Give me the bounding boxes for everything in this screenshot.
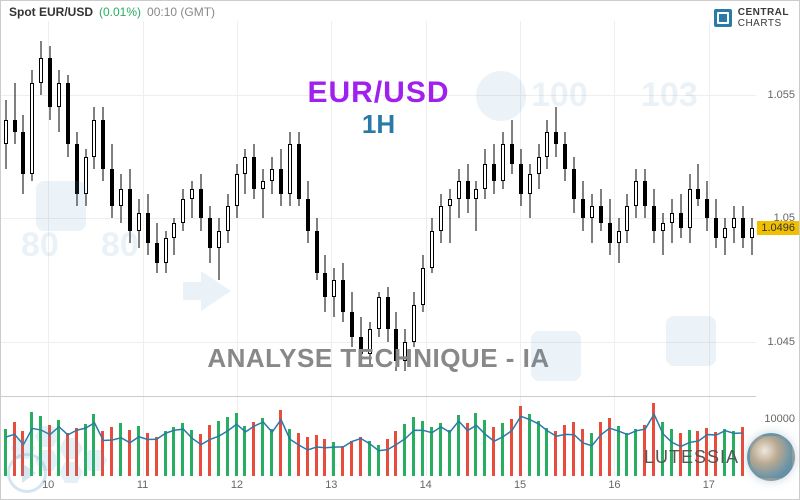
x-tick-label: 11 (137, 479, 148, 491)
x-axis: 1011121314151617 (1, 479, 756, 495)
lutessia-text: LUTESSIA (644, 447, 739, 468)
y-tick-label: 1.055 (767, 89, 795, 101)
chart-subtitle: ANALYSE TECHNIQUE - IA (1, 343, 756, 374)
y-tick-label: 1.045 (767, 336, 795, 348)
header-pair: Spot EUR/USD (9, 5, 93, 19)
lutessia-avatar-icon (747, 433, 795, 481)
x-tick-label: 13 (325, 479, 337, 491)
x-tick-label: 15 (514, 479, 526, 491)
x-tick-label: 14 (420, 479, 432, 491)
header-time: 00:10 (GMT) (147, 5, 215, 19)
y-axis-main: 1.0451.051.0551.0496 (754, 21, 799, 391)
volume-panel[interactable] (1, 396, 756, 476)
chart-header: Spot EUR/USD (0.01%) 00:10 (GMT) (9, 5, 215, 19)
chart-title-timeframe: 1H (1, 109, 756, 140)
lutessia-badge: LUTESSIA (644, 433, 795, 481)
x-tick-label: 10 (42, 479, 54, 491)
current-price-label: 1.0496 (757, 221, 799, 235)
chart-title-pair: EUR/USD (1, 76, 756, 110)
x-tick-label: 16 (608, 479, 620, 491)
vol-y-tick: 10000 (764, 413, 795, 425)
x-tick-label: 12 (231, 479, 243, 491)
header-pct: (0.01%) (99, 5, 141, 19)
